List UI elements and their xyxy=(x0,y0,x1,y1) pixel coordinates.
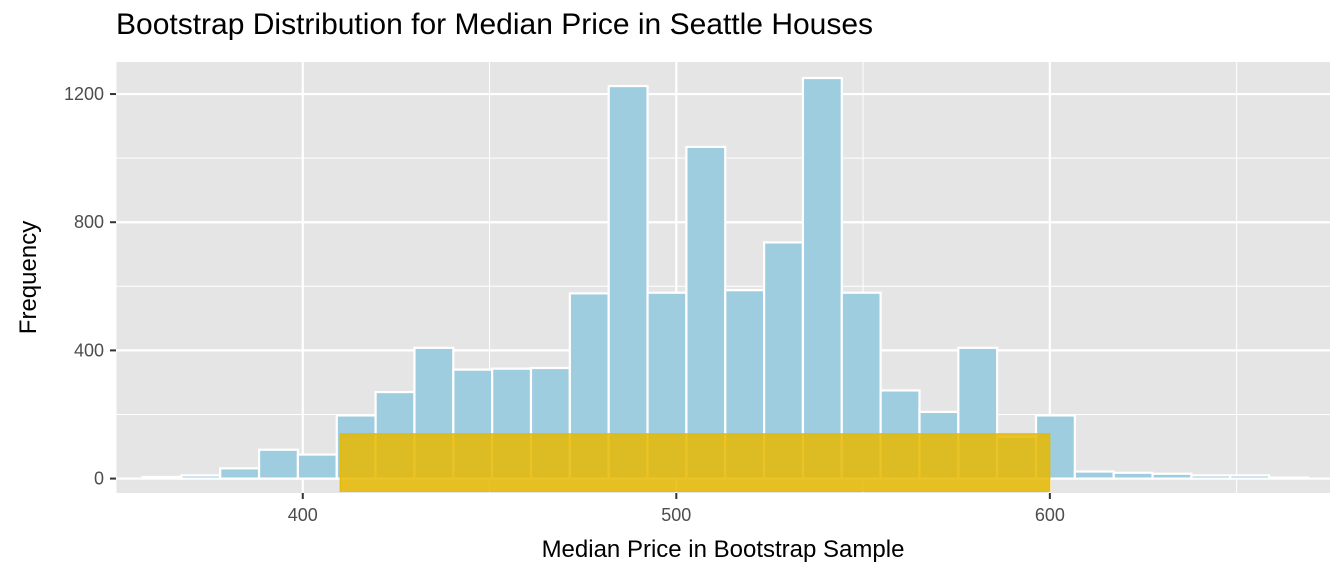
histogram-bar xyxy=(1190,474,1232,480)
axes: 400 500 600 0 400 800 1200 xyxy=(64,84,1065,525)
histogram-bar xyxy=(180,474,222,480)
histogram-bar xyxy=(1268,476,1310,480)
histogram-bar xyxy=(1073,470,1115,480)
y-tick-label: 1200 xyxy=(64,84,104,104)
histogram-bar xyxy=(257,448,300,480)
histogram-bar xyxy=(1112,471,1154,480)
confidence-interval-band xyxy=(339,433,1051,492)
histogram-bar xyxy=(219,467,261,480)
y-tick-label: 400 xyxy=(74,340,104,360)
histogram-bar xyxy=(607,84,649,480)
y-tick-label: 0 xyxy=(94,469,104,489)
histogram-bar xyxy=(1229,474,1271,480)
histogram-bar xyxy=(141,475,183,480)
chart-title: Bootstrap Distribution for Median Price … xyxy=(116,8,874,41)
y-tick-label: 800 xyxy=(74,212,104,232)
y-axis-title: Frequency xyxy=(15,221,42,334)
x-tick-label: 500 xyxy=(661,505,691,525)
histogram-bar xyxy=(1151,472,1193,480)
x-axis-title: Median Price in Bootstrap Sample xyxy=(542,536,905,563)
histogram-bar xyxy=(296,453,338,480)
histogram-bar xyxy=(801,76,843,480)
histogram-bar xyxy=(685,145,727,480)
x-tick-label: 400 xyxy=(288,505,318,525)
x-tick-label: 600 xyxy=(1035,505,1065,525)
